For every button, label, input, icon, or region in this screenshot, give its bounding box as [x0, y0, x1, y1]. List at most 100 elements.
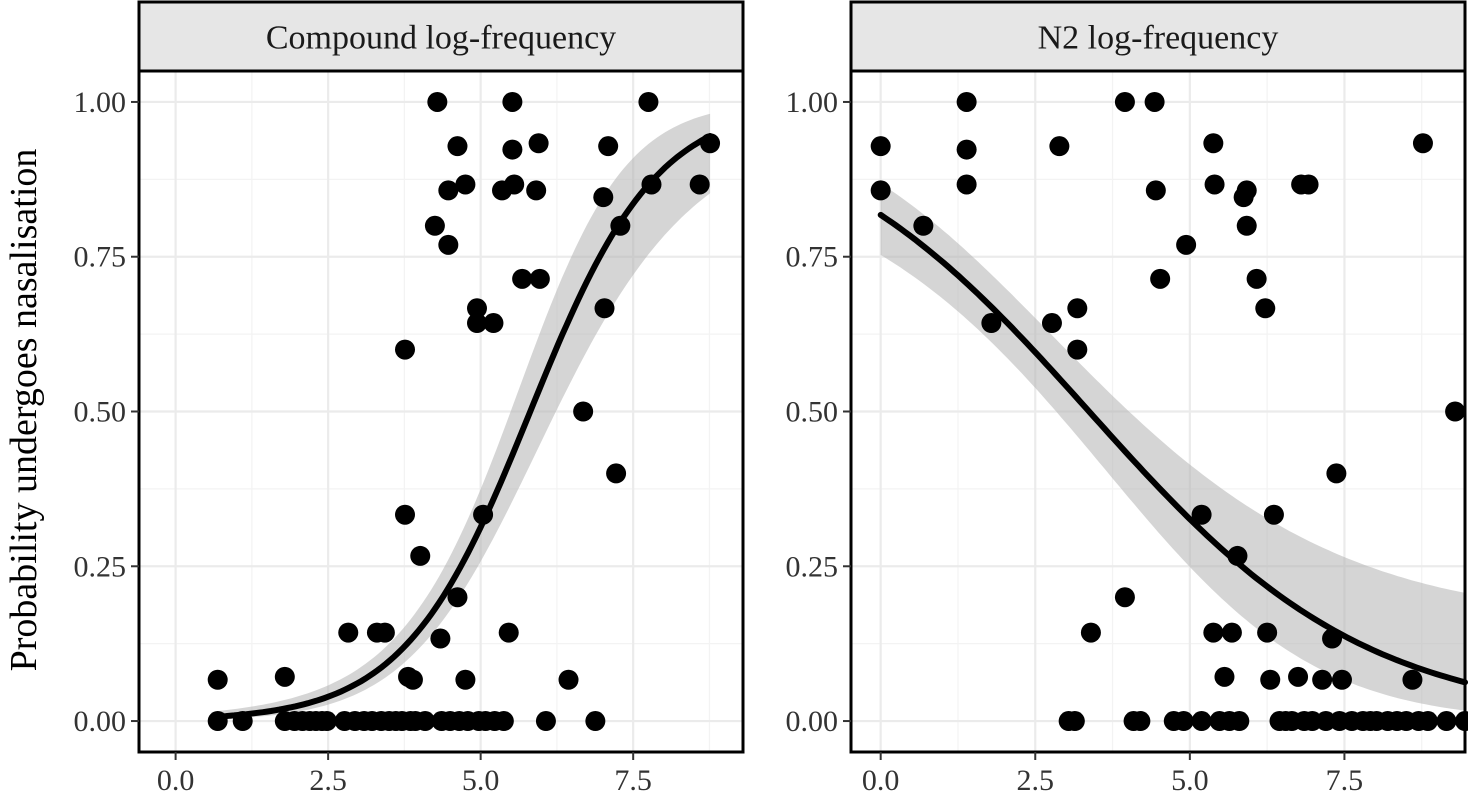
data-point [498, 622, 519, 643]
data-point [1326, 463, 1347, 484]
data-point [466, 313, 487, 334]
data-point [1049, 136, 1070, 157]
data-point [1080, 622, 1101, 643]
data-point [455, 669, 476, 690]
data-point [207, 711, 228, 732]
data-point [1402, 669, 1423, 690]
data-point [870, 136, 891, 157]
data-point [1203, 133, 1224, 154]
data-point [1417, 711, 1438, 732]
x-tick-label: 7.5 [614, 764, 652, 797]
y-tick-label: 0.75 [74, 241, 127, 274]
y-tick-label: 0.25 [786, 550, 839, 583]
facet-strip [137, 0, 745, 73]
data-point [502, 139, 523, 160]
y-tick-label: 0.00 [74, 705, 127, 738]
data-point [1322, 628, 1343, 649]
panel-2: N2 log-frequency 0.00 0.25 0.50 0.75 1.00 0.0 2… [786, 0, 1468, 797]
data-point [1176, 234, 1197, 255]
x-tick-label: 2.5 [309, 764, 347, 797]
data-point [502, 91, 523, 112]
y-tick-label: 1.00 [74, 86, 127, 119]
x-tick-label: 7.5 [1326, 764, 1364, 797]
data-point [598, 136, 619, 157]
data-point [1130, 711, 1151, 732]
data-point [1114, 91, 1135, 112]
data-point [316, 711, 337, 732]
data-point [529, 268, 550, 289]
y-tick-label: 0.50 [74, 396, 127, 429]
facet-strip-label: N2 log-frequency [1038, 20, 1279, 57]
data-point [1144, 91, 1165, 112]
data-point [395, 504, 416, 525]
data-point [1067, 339, 1088, 360]
data-point [593, 187, 614, 208]
data-point [1312, 669, 1333, 690]
y-tick-label: 0.50 [786, 396, 839, 429]
y-tick-label: 0.25 [74, 550, 127, 583]
data-point [1191, 504, 1212, 525]
confidence-ribbon [880, 183, 1465, 711]
data-point [438, 234, 459, 255]
data-point [1263, 504, 1284, 525]
data-point [1331, 669, 1352, 690]
data-point [641, 174, 662, 195]
data-point [1221, 622, 1242, 643]
data-point [395, 339, 416, 360]
data-point [1173, 711, 1194, 732]
data-point [956, 91, 977, 112]
data-point [232, 711, 253, 732]
data-point [1067, 298, 1088, 319]
data-point [638, 91, 659, 112]
data-point [1236, 180, 1257, 201]
fitted-curve [877, 211, 1468, 686]
data-point [1288, 666, 1309, 687]
data-point [1145, 180, 1166, 201]
data-point [1246, 268, 1267, 289]
data-point [956, 174, 977, 195]
x-tick-label: 0.0 [862, 764, 900, 797]
y-tick-label: 0.00 [786, 705, 839, 738]
data-point [427, 91, 448, 112]
data-point [402, 669, 423, 690]
x-tick-label: 5.0 [1171, 764, 1209, 797]
data-point [447, 587, 468, 608]
data-point [1150, 268, 1171, 289]
data-point [981, 313, 1002, 334]
data-point [410, 545, 431, 566]
confidence-ribbon [217, 113, 711, 720]
data-point [1412, 133, 1433, 154]
data-point [483, 313, 504, 334]
panel-1: Compound log-frequency 0.00 0.25 0.50 0.75 1.… [74, 0, 745, 797]
data-point [1260, 669, 1281, 690]
y-tick-label: 1.00 [786, 86, 839, 119]
data-point [1191, 711, 1212, 732]
x-tick-label: 0.0 [157, 764, 195, 797]
data-point [455, 174, 476, 195]
data-point [466, 298, 487, 319]
data-point [1445, 401, 1466, 422]
data-point [535, 711, 556, 732]
data-point [585, 711, 606, 732]
data-point [1255, 298, 1276, 319]
data-point [504, 174, 525, 195]
data-point [447, 136, 468, 157]
data-point [870, 180, 891, 201]
data-point [1229, 711, 1250, 732]
data-point [338, 622, 359, 643]
data-point [558, 669, 579, 690]
data-point [700, 133, 721, 154]
data-point [274, 666, 295, 687]
data-point [1204, 174, 1225, 195]
data-point [430, 628, 451, 649]
data-point [956, 139, 977, 160]
data-point [374, 622, 395, 643]
data-point [473, 504, 494, 525]
x-tick-label: 5.0 [462, 764, 500, 797]
data-point [424, 215, 445, 236]
x-tick-label: 2.5 [1017, 764, 1055, 797]
data-point [1236, 215, 1257, 236]
data-point [438, 180, 459, 201]
data-point [415, 711, 436, 732]
